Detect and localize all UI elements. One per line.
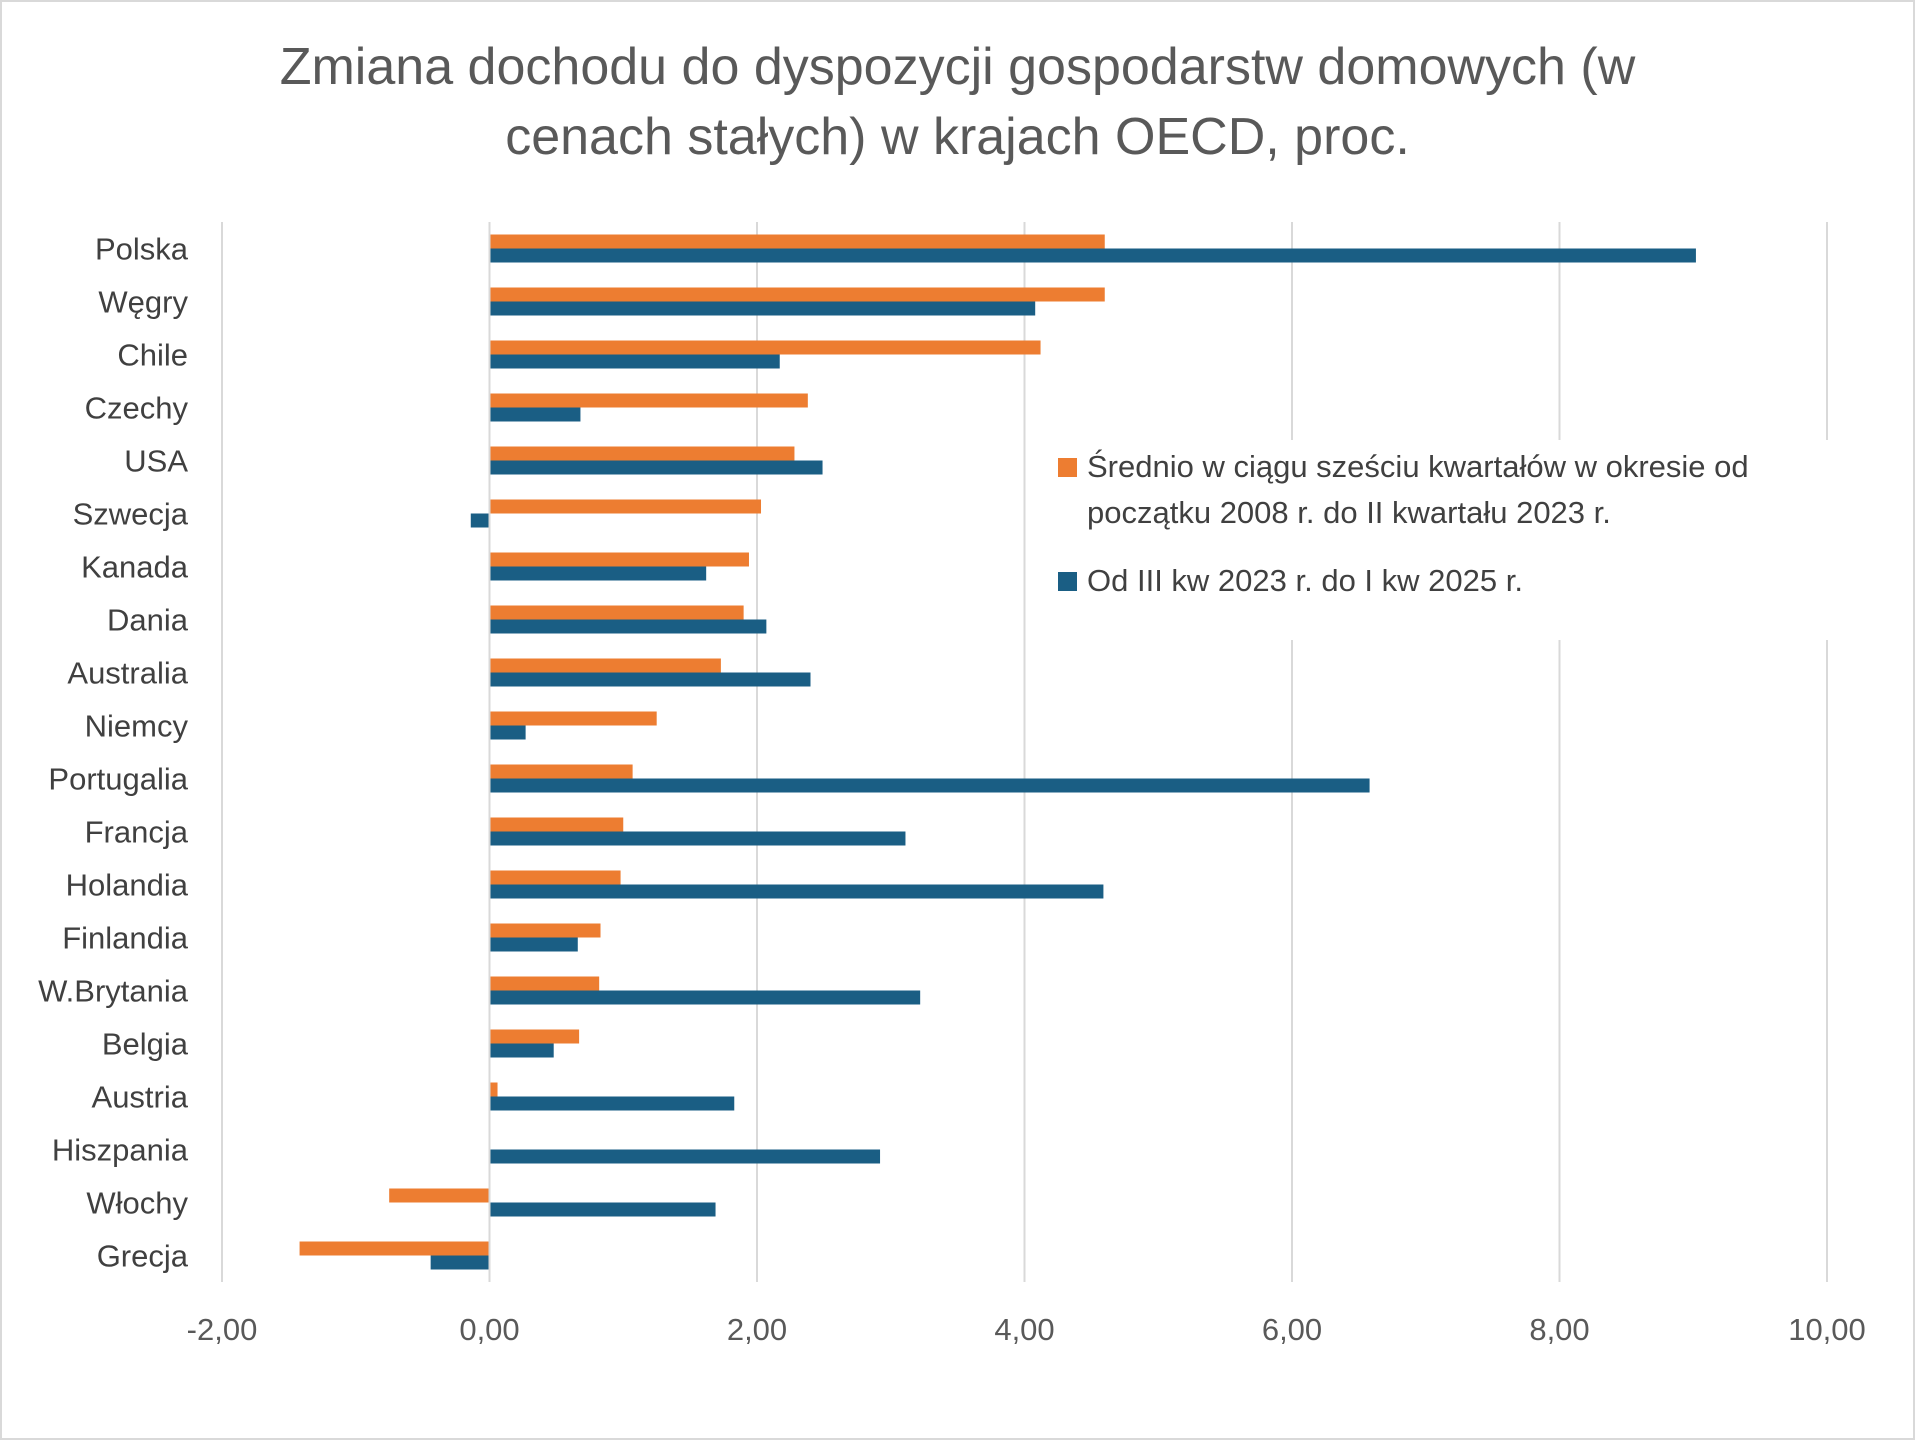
bar-series-1 xyxy=(299,1241,490,1256)
category-label: Australia xyxy=(67,656,188,691)
category-label: Finlandia xyxy=(62,921,189,956)
category-label: USA xyxy=(124,444,188,479)
category-label: Hiszpania xyxy=(52,1133,189,1168)
bar-series-1 xyxy=(489,976,600,991)
category-labels: Polska Węgry Chile Czechy USA Szwecja Kanada Da… xyxy=(38,232,189,1274)
bar-series-2 xyxy=(489,1202,716,1217)
category-label: Szwecja xyxy=(73,497,189,532)
category-label: Austria xyxy=(92,1080,189,1115)
bar-series-1 xyxy=(489,393,808,408)
bar-series-2 xyxy=(489,1043,554,1058)
bar-series-1 xyxy=(489,605,744,620)
category-label: W.Brytania xyxy=(38,974,189,1009)
legend-label-series-1: Średnio w ciągu sześciu kwartałów w okre… xyxy=(1087,444,1749,536)
category-label: Dania xyxy=(107,603,189,638)
category-label: Chile xyxy=(117,338,188,373)
legend-swatch-blue xyxy=(1058,572,1077,591)
legend-item-series-2: Od III kw 2023 r. do I kw 2025 r. xyxy=(1058,558,1828,604)
bar-series-1 xyxy=(489,711,657,726)
x-tick-labels: -2,00 0,00 2,00 4,00 6,00 8,00 10,00 xyxy=(187,1312,1866,1347)
category-label: Grecja xyxy=(97,1239,189,1274)
legend-swatch-orange xyxy=(1058,458,1077,477)
legend: Średnio w ciągu sześciu kwartałów w okre… xyxy=(1048,440,1838,640)
bar-series-1 xyxy=(389,1188,490,1203)
x-tick-label: -2,00 xyxy=(187,1312,258,1347)
bar-series-2 xyxy=(489,884,1104,899)
bar-series-2 xyxy=(489,725,526,740)
category-label: Czechy xyxy=(85,391,189,426)
bar-series-1 xyxy=(489,870,621,885)
bar-series-2 xyxy=(430,1255,490,1270)
bar-series-2 xyxy=(489,619,767,634)
bar-series-1 xyxy=(489,817,624,832)
bar-series-1 xyxy=(489,446,795,461)
bar-series-1 xyxy=(489,234,1105,249)
x-tick-label: 0,00 xyxy=(459,1312,519,1347)
bar-series-1 xyxy=(489,287,1105,302)
bar-series-2 xyxy=(489,1149,881,1164)
chart-title: Zmiana dochodu do dyspozycji gospodarstw… xyxy=(160,32,1755,172)
bar-series-1 xyxy=(489,552,749,567)
bar-series-1 xyxy=(489,499,762,514)
bar-series-2 xyxy=(489,248,1696,263)
category-label: Włochy xyxy=(86,1186,188,1221)
bar-series-2 xyxy=(489,937,578,952)
bar-series-1 xyxy=(489,764,633,779)
bar-series-2 xyxy=(489,566,707,581)
legend-label-series-2: Od III kw 2023 r. do I kw 2025 r. xyxy=(1087,563,1523,598)
chart-title-line-1: Zmiana dochodu do dyspozycji gospodarstw… xyxy=(279,38,1636,96)
category-label: Niemcy xyxy=(85,709,189,744)
bar-series-1 xyxy=(489,1082,498,1097)
bars xyxy=(299,234,1696,1270)
legend-label-series-1-line-1: Średnio w ciągu sześciu kwartałów w okre… xyxy=(1087,449,1749,484)
bar-series-2 xyxy=(489,1096,735,1111)
gridlines xyxy=(221,222,1828,1282)
legend-label-series-1-line-2: początku 2008 r. do II kwartału 2023 r. xyxy=(1087,495,1611,530)
category-label: Holandia xyxy=(66,868,189,903)
bar-series-2 xyxy=(489,778,1370,793)
bar-series-2 xyxy=(489,831,906,846)
category-label: Kanada xyxy=(81,550,189,585)
x-tick-label: 8,00 xyxy=(1529,1312,1589,1347)
bar-series-2 xyxy=(470,513,490,528)
bar-series-1 xyxy=(489,658,721,673)
category-label: Polska xyxy=(95,232,189,267)
bar-series-2 xyxy=(489,354,780,369)
x-tick-label: 2,00 xyxy=(727,1312,787,1347)
category-label: Węgry xyxy=(98,285,188,320)
legend-item-series-1: Średnio w ciągu sześciu kwartałów w okre… xyxy=(1058,444,1828,536)
chart-title-line-2: cenach stałych) w krajach OECD, proc. xyxy=(505,108,1410,166)
bar-series-2 xyxy=(489,990,921,1005)
category-label: Portugalia xyxy=(48,762,188,797)
bar-series-2 xyxy=(489,672,811,687)
bar-series-2 xyxy=(489,301,1036,316)
category-label: Belgia xyxy=(102,1027,189,1062)
category-label: Francja xyxy=(85,815,189,850)
bar-series-2 xyxy=(489,407,581,422)
x-tick-label: 10,00 xyxy=(1788,1312,1866,1347)
x-tick-label: 6,00 xyxy=(1262,1312,1322,1347)
bar-series-1 xyxy=(489,340,1041,355)
bar-series-2 xyxy=(489,460,823,475)
x-tick-label: 4,00 xyxy=(994,1312,1054,1347)
bar-series-1 xyxy=(489,1029,580,1044)
bar-series-1 xyxy=(489,923,601,938)
